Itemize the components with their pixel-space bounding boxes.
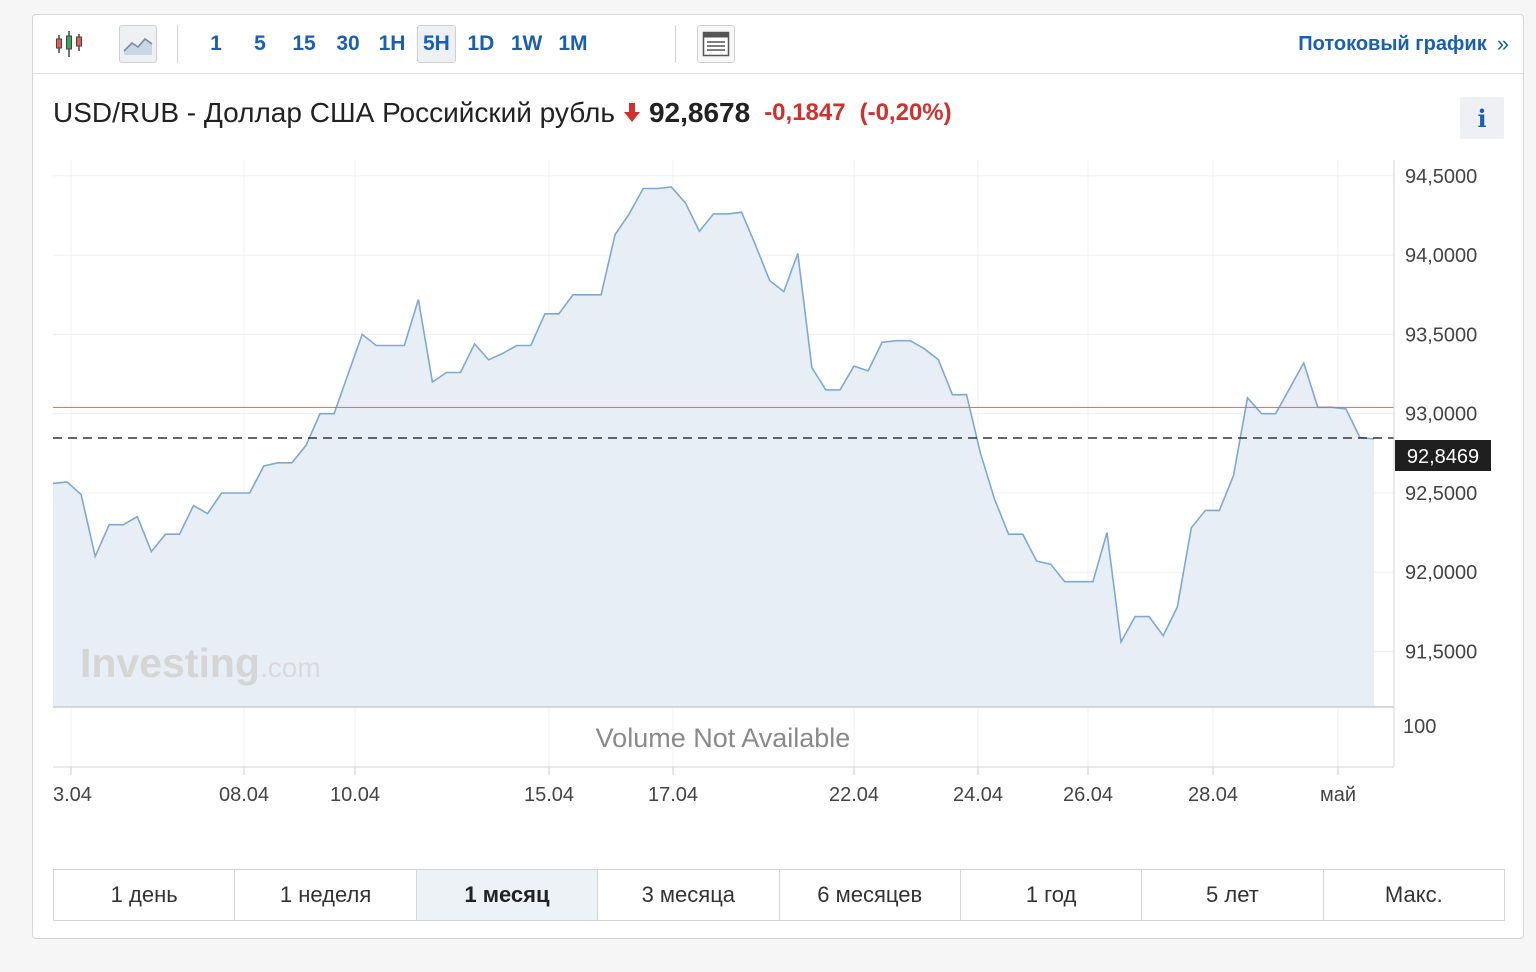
streaming-chart-label: Потоковый график [1298,32,1487,55]
x-axis: 3.04 08.04 10.04 15.04 17.04 22.04 24.04 26.04 2… [53,767,1356,806]
price-line [52,186,1375,645]
current-price-label: 92,8469 [1407,446,1479,468]
y-tick-label: 91,5000 [1405,642,1477,664]
period-button-30[interactable]: 30 [336,32,360,55]
time-range-selector: 1 день 1 неделя 1 месяц 3 месяца 6 месяцев 1 … [53,869,1505,921]
chart-toolbar: 1 5 15 30 1H 5H 1D 1W 1M Потоковый график » [33,15,1523,74]
range-button-5[interactable]: 1 год [961,870,1143,920]
candlestick-icon[interactable] [50,25,88,63]
x-tick-label: 28.04 [1188,784,1238,806]
y-tick-label: 94,5000 [1405,166,1477,188]
period-button-1h[interactable]: 1H [378,32,406,55]
toolbar-divider [675,25,676,63]
x-tick-label: 15.04 [524,784,574,806]
range-button-1[interactable]: 1 неделя [235,870,417,920]
period-button-1w[interactable]: 1W [510,32,543,55]
info-button[interactable]: i [1460,97,1504,139]
down-arrow-icon [623,103,640,122]
toolbar-divider [177,25,178,63]
x-tick-label: 22.04 [829,784,879,806]
streaming-chart-link[interactable]: Потоковый график » [1298,31,1509,57]
x-tick-label: 24.04 [953,784,1003,806]
x-tick-label: 26.04 [1063,784,1113,806]
y-axis: 94,5000 94,0000 93,5000 93,0000 92,5000 92,00… [1405,166,1477,664]
period-button-15[interactable]: 15 [292,32,316,55]
investing-watermark: Investing.com [80,640,321,686]
period-button-1[interactable]: 1 [210,32,222,55]
range-button-4[interactable]: 6 месяцев [780,870,961,920]
y-tick-label: 93,5000 [1405,324,1477,346]
price-area-fill [53,187,1374,707]
area-chart-icon[interactable] [119,25,157,63]
watermark-main: Investing [80,640,260,686]
x-tick-label: 10.04 [330,784,380,806]
range-button-6[interactable]: 5 лет [1142,870,1324,920]
x-tick-label: 08.04 [219,784,269,806]
instrument-header: USD/RUB - Доллар США Российский рубль 92… [53,95,952,131]
period-button-5[interactable]: 5 [254,32,266,55]
info-icon: i [1477,103,1487,133]
watermark-suffix: .com [260,652,321,683]
price-change-percent: (-0,20%) [859,99,952,126]
x-tick-label: май [1320,784,1356,806]
last-price: 92,8678 [648,97,751,128]
volume-scale-label: 100 [1403,716,1436,738]
chart-widget: 1 5 15 30 1H 5H 1D 1W 1M Потоковый график » USD/… [32,14,1524,939]
range-button-3[interactable]: 3 месяца [598,870,780,920]
period-button-1m[interactable]: 1M [558,32,588,55]
price-chart[interactable]: Investing.com 94,5000 94,0000 93,5000 93,00… [33,15,1523,835]
y-tick-label: 94,0000 [1405,245,1477,267]
period-button-1d[interactable]: 1D [467,32,495,55]
range-button-7[interactable]: Макс. [1384,882,1443,907]
y-tick-label: 92,0000 [1405,562,1477,584]
layout-icon[interactable] [697,25,735,63]
x-tick-label: 17.04 [648,784,698,806]
y-tick-label: 92,5000 [1405,483,1477,505]
volume-not-available: Volume Not Available [596,723,851,753]
current-price-label-bg [1395,440,1491,471]
y-tick-label: 93,0000 [1405,404,1477,426]
x-tick-label: 3.04 [53,784,92,806]
range-button-0[interactable]: 1 день [54,870,236,920]
instrument-title: USD/RUB - Доллар США Российский рубль [53,97,615,128]
range-button-2[interactable]: 1 месяц [416,870,599,920]
double-chevron-right-icon: » [1496,31,1509,56]
price-change: -0,1847 [764,99,846,126]
period-selector: 1 5 15 30 1H 5H 1D 1W 1M [197,25,599,63]
period-button-5h[interactable]: 5H [417,25,456,63]
